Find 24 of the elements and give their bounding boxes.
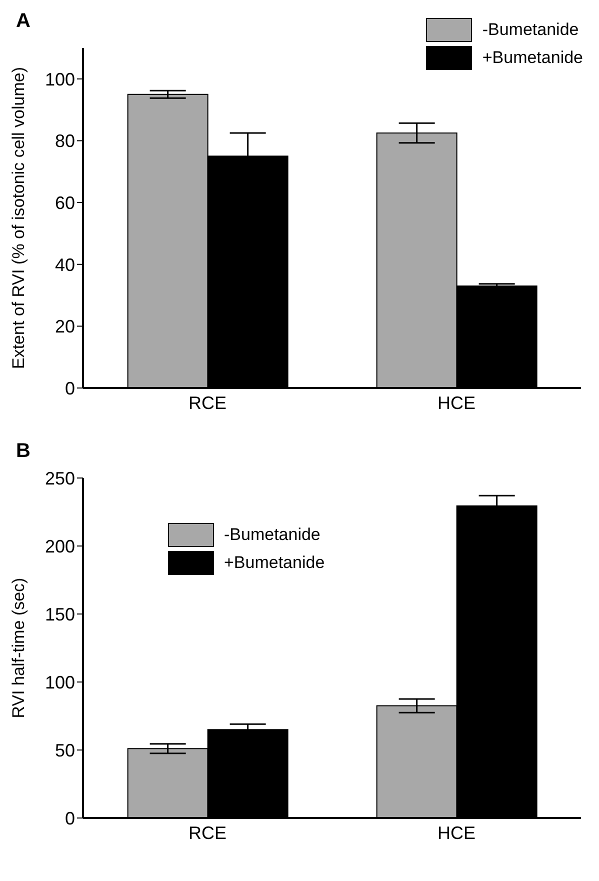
y-tick-label: 20 xyxy=(54,316,75,337)
chart-title: A xyxy=(16,10,30,33)
legend-label: +Bumetanide xyxy=(224,553,325,573)
y-tick-label: 40 xyxy=(54,254,75,275)
y-tick-label: 100 xyxy=(44,69,75,90)
y-axis-title: RVI half-time (sec) xyxy=(9,578,28,718)
chart-title: B xyxy=(16,440,30,463)
y-tick-label: 0 xyxy=(64,808,75,828)
y-tick-label: 50 xyxy=(54,740,75,760)
legend-label: -Bumetanide xyxy=(482,20,579,40)
x-tick-label: HCE xyxy=(437,822,476,843)
x-tick-label: RCE xyxy=(188,392,227,413)
y-tick-label: 100 xyxy=(44,672,75,692)
y-tick-label: 250 xyxy=(44,468,75,488)
y-axis-title: Extent of RVI (% of isotonic cell volume) xyxy=(9,66,28,370)
y-tick-label: 80 xyxy=(54,131,75,152)
x-tick-label: HCE xyxy=(437,392,476,413)
y-tick-label: 150 xyxy=(44,604,75,624)
y-tick-label: 200 xyxy=(44,536,75,556)
y-tick-label: 0 xyxy=(64,378,75,398)
x-tick-label: RCE xyxy=(188,822,227,843)
legend-label: -Bumetanide xyxy=(224,525,320,545)
legend-label: +Bumetanide xyxy=(482,48,583,68)
y-tick-label: 60 xyxy=(54,192,75,213)
